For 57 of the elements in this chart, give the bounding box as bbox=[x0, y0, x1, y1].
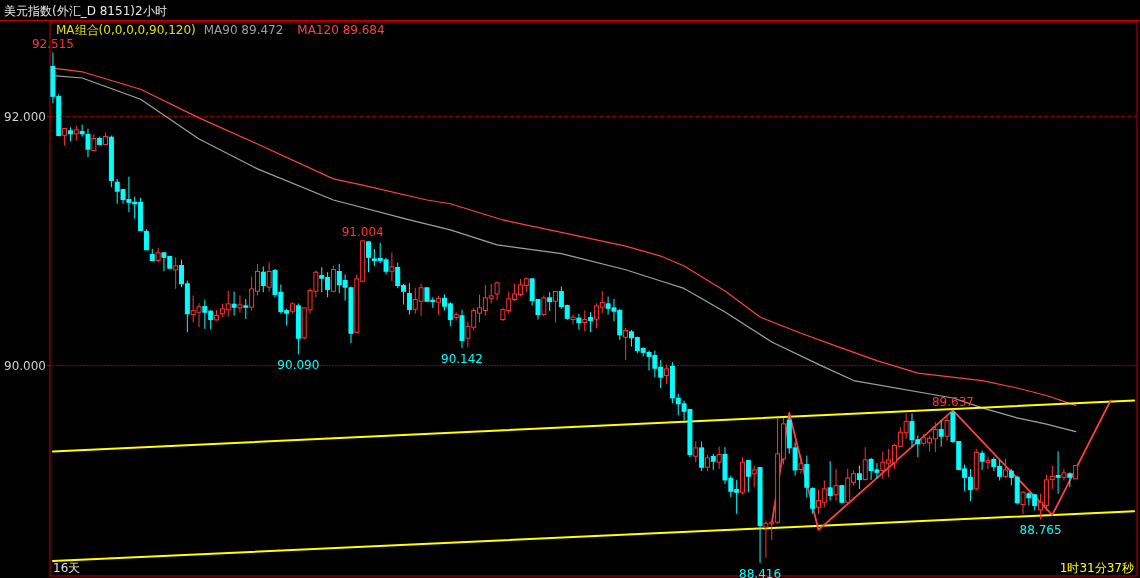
candlestick bbox=[1055, 450, 1061, 495]
candlestick bbox=[366, 241, 371, 273]
candlestick bbox=[745, 460, 751, 493]
annotation: 88.416 bbox=[739, 566, 782, 578]
candlestick bbox=[716, 446, 722, 470]
annotation: 92.515 bbox=[31, 36, 74, 51]
text: MA120 89.684 bbox=[297, 23, 385, 37]
candlestick bbox=[547, 291, 553, 312]
y-tick-label: 90.000 bbox=[4, 358, 46, 373]
candlestick bbox=[582, 310, 588, 332]
candlestick bbox=[1020, 490, 1026, 515]
annotation: 16天 bbox=[53, 561, 81, 575]
legend-title: MA组合(0,0,0,0,90,120) bbox=[56, 23, 196, 37]
candlestick bbox=[833, 468, 839, 502]
candlestick bbox=[553, 291, 558, 324]
candlestick bbox=[541, 295, 547, 318]
y-tick-label: 92.000 bbox=[4, 109, 46, 124]
candlestick bbox=[699, 441, 705, 472]
candlestick bbox=[798, 454, 804, 475]
candlestick bbox=[576, 313, 582, 330]
annotation: 88.765 bbox=[1019, 523, 1062, 538]
candlestick bbox=[804, 454, 810, 498]
candlestick bbox=[944, 415, 950, 442]
candlestick bbox=[231, 291, 237, 317]
candlestick bbox=[389, 252, 395, 282]
candlestick bbox=[588, 311, 594, 333]
text: MA90 89.472 bbox=[203, 23, 284, 37]
candlestick bbox=[693, 441, 699, 463]
candlestick bbox=[664, 364, 670, 385]
candlestick bbox=[237, 295, 243, 314]
candlestick bbox=[979, 450, 985, 471]
annotation: 90.142 bbox=[441, 351, 484, 366]
candlestick bbox=[143, 228, 149, 251]
annotation: 89.637 bbox=[931, 394, 974, 409]
candlestick bbox=[827, 460, 833, 502]
candlestick bbox=[985, 456, 991, 470]
candlestick bbox=[436, 295, 442, 316]
candlestick bbox=[751, 465, 757, 488]
candlestick bbox=[173, 256, 179, 290]
candlestick bbox=[330, 265, 336, 293]
candlestick bbox=[406, 282, 412, 316]
candlestick bbox=[85, 128, 91, 158]
candlestick bbox=[1061, 468, 1067, 482]
candlestick bbox=[79, 124, 85, 138]
candlestick bbox=[862, 446, 868, 482]
candlestick bbox=[570, 314, 576, 326]
annotation: 1时31分37秒 bbox=[1059, 561, 1134, 575]
candlestick bbox=[623, 327, 629, 361]
candlestick bbox=[260, 266, 266, 293]
chart-title: 美元指数(外汇_D 8151)2小时 bbox=[4, 4, 167, 18]
candlestick bbox=[1003, 458, 1008, 479]
candlestick bbox=[938, 420, 944, 448]
candlestick bbox=[243, 298, 249, 320]
candlestick bbox=[810, 486, 816, 515]
candlestick bbox=[856, 465, 862, 490]
annotation: 91.004 bbox=[341, 224, 384, 239]
candlestick bbox=[266, 262, 272, 293]
